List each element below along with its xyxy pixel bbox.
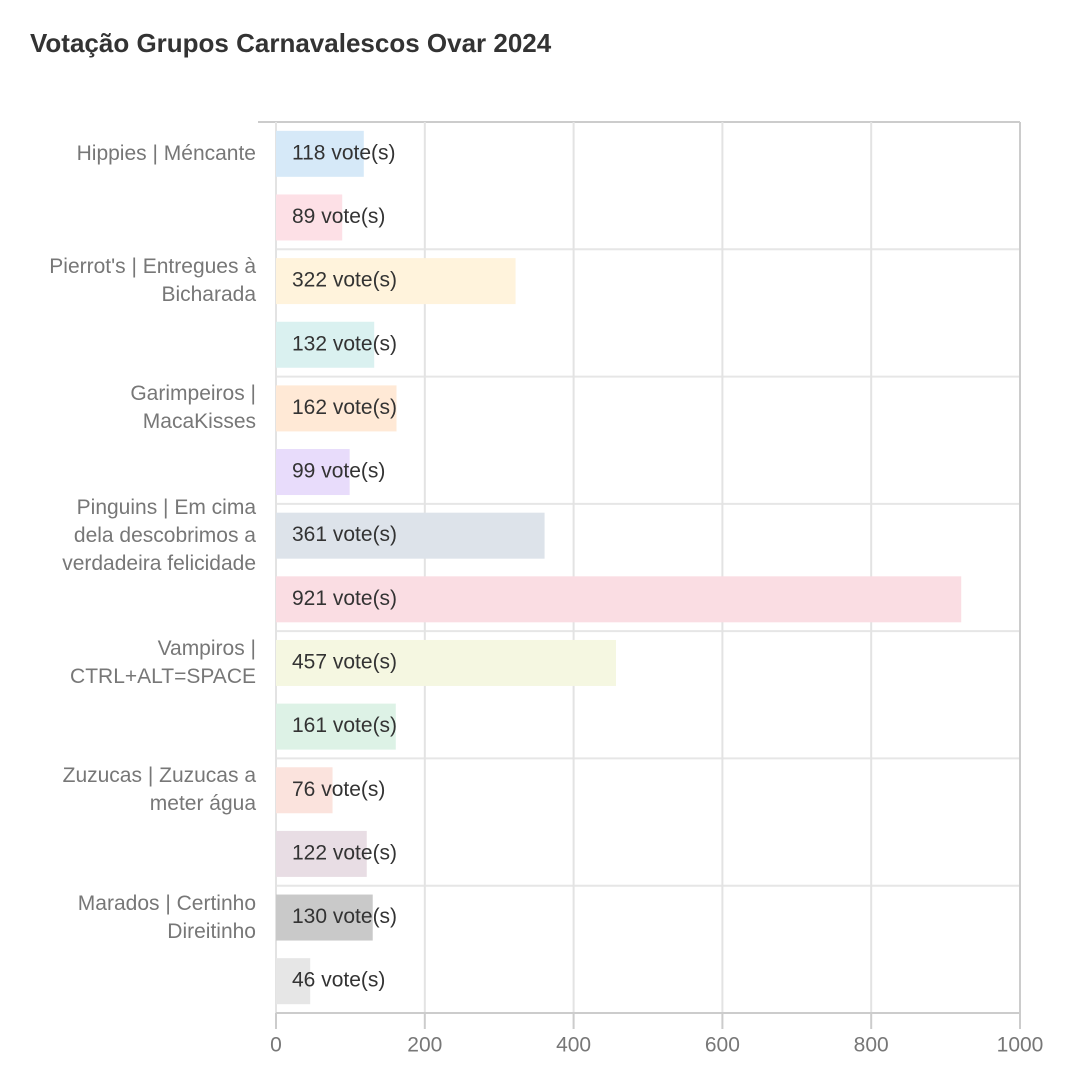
value-label: 921 vote(s): [292, 587, 397, 610]
bar: [276, 512, 545, 559]
value-label: 161 vote(s): [292, 714, 397, 737]
bar: [276, 321, 375, 368]
category-label: Pierrot's | Entregues à Bicharada: [49, 255, 256, 307]
value-label: 130 vote(s): [292, 905, 397, 928]
category-label: Hippies | Méncante: [76, 141, 256, 165]
x-tick-label: 800: [854, 1034, 889, 1057]
value-label: 76 vote(s): [292, 778, 385, 801]
bar: [276, 385, 397, 432]
category-label: Pinguins | Em cima dela descobrimos a ve…: [62, 495, 256, 575]
value-label: 457 vote(s): [292, 651, 397, 674]
x-tick-label: 1000: [997, 1034, 1044, 1057]
value-label: 361 vote(s): [292, 523, 397, 546]
x-tick-label: 200: [407, 1034, 442, 1057]
category-label: Marados | Certinho Direitinho: [77, 891, 256, 943]
category-label: Garimpeiros | MacaKisses: [130, 382, 256, 434]
value-label: 99 vote(s): [292, 460, 385, 483]
bar: [276, 449, 350, 496]
value-label: 118 vote(s): [292, 141, 396, 164]
x-tick-label: 400: [556, 1034, 591, 1057]
bar: [276, 130, 364, 177]
chart-title: Votação Grupos Carnavalescos Ovar 2024: [30, 28, 552, 58]
x-tick-label: 600: [705, 1034, 740, 1057]
category-label: Vampiros | CTRL+ALT=SPACE: [70, 636, 256, 688]
bar: [276, 894, 373, 941]
bar: [276, 639, 617, 686]
value-label: 122 vote(s): [292, 841, 397, 864]
bar: [276, 767, 333, 814]
value-label: 162 vote(s): [292, 396, 397, 419]
category-label: Zuzucas | Zuzucas a meter água: [62, 764, 256, 816]
value-label: 132 vote(s): [292, 332, 397, 355]
value-label: 46 vote(s): [292, 969, 385, 992]
x-tick-label: 0: [270, 1034, 282, 1057]
bar: [276, 830, 367, 877]
bar: [276, 958, 311, 1005]
bar: [276, 576, 962, 623]
bar: [276, 194, 343, 241]
bar: [276, 258, 516, 305]
value-label: 89 vote(s): [292, 205, 385, 228]
bar: [276, 703, 396, 750]
value-label: 322 vote(s): [292, 269, 397, 292]
